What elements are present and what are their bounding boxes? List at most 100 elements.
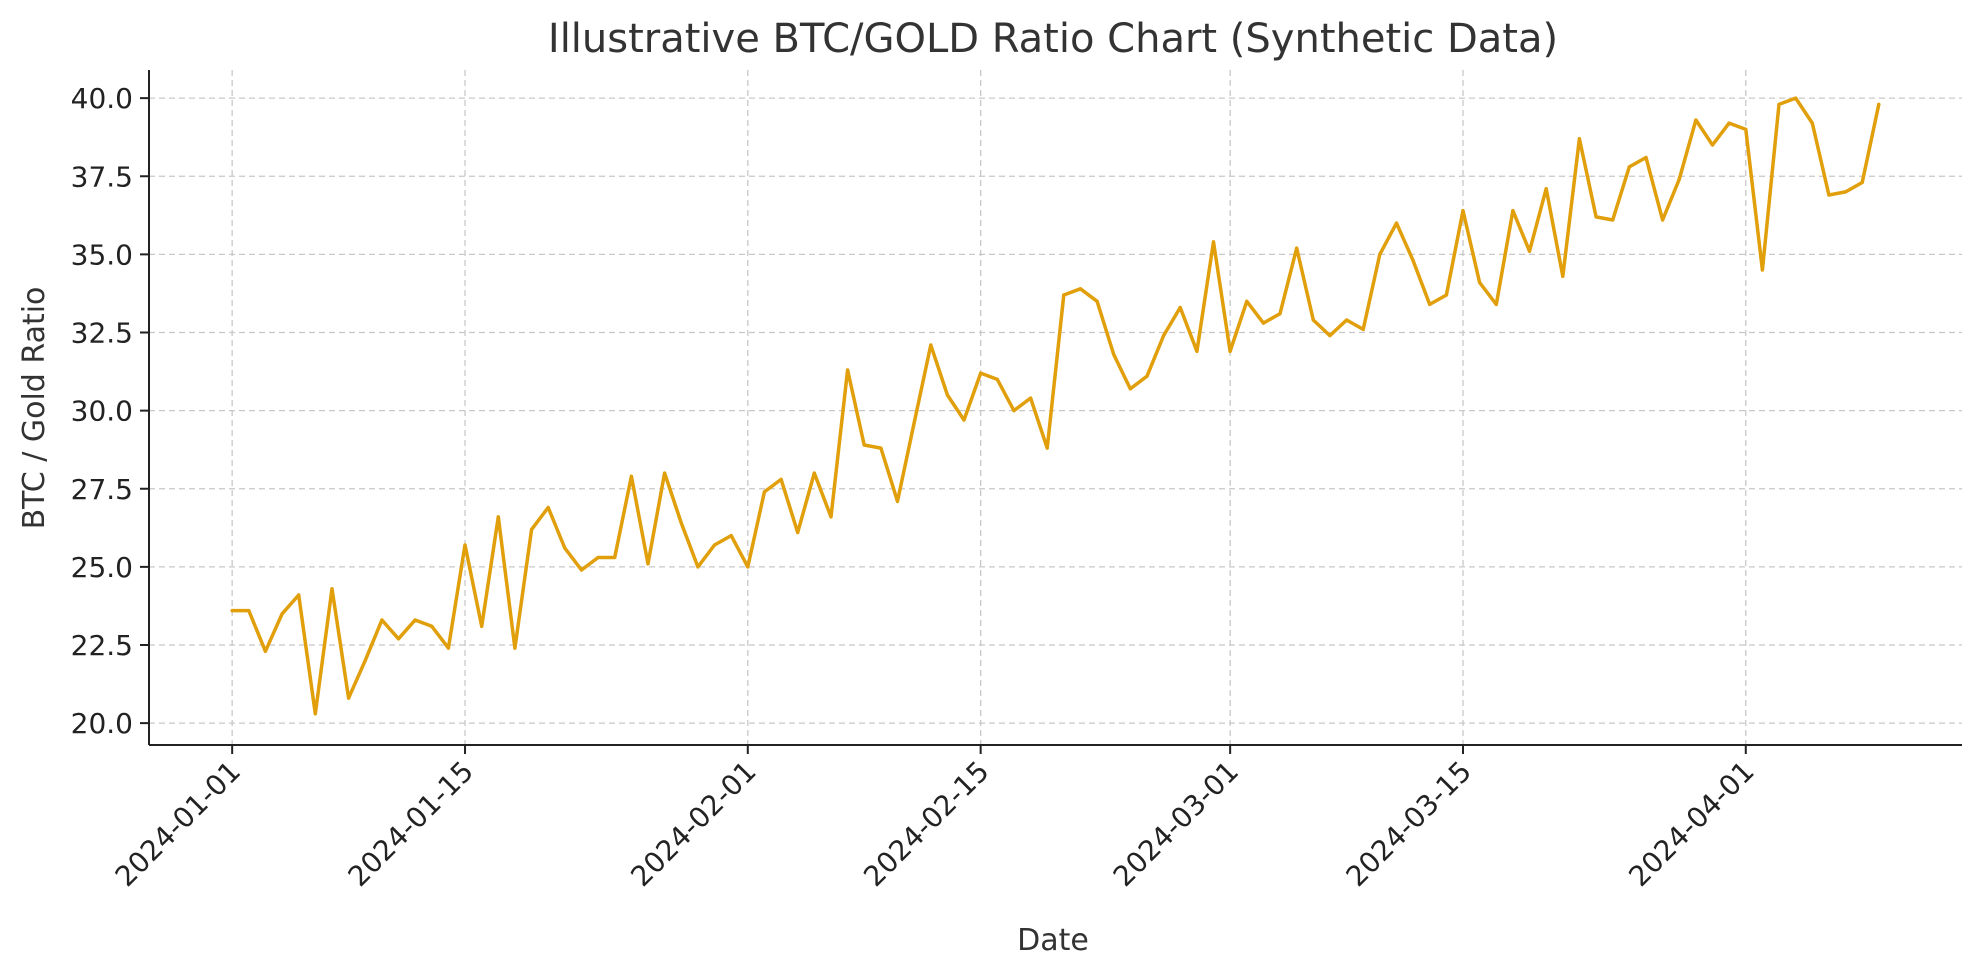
data-point — [1877, 102, 1881, 106]
x-tick-label: 2024-03-15 — [1340, 755, 1478, 893]
data-point — [1112, 352, 1116, 356]
data-point — [1710, 143, 1715, 147]
data-point — [1577, 137, 1581, 141]
data-point — [1361, 327, 1365, 331]
y-tick-label: 35.0 — [71, 238, 133, 271]
data-point — [463, 543, 467, 547]
data-point — [480, 624, 484, 628]
data-point — [1378, 252, 1382, 256]
data-point — [929, 343, 933, 347]
x-tick-label: 2024-01-15 — [342, 755, 480, 893]
y-tick-label: 40.0 — [71, 82, 133, 115]
data-point — [1760, 268, 1764, 272]
data-point — [297, 593, 301, 597]
data-point — [762, 490, 767, 494]
data-point — [280, 612, 284, 616]
data-point — [1211, 240, 1216, 244]
data-point — [1478, 280, 1482, 285]
data-point — [1860, 180, 1864, 185]
data-point — [579, 568, 584, 572]
data-point — [1078, 287, 1082, 291]
data-point — [862, 443, 866, 447]
data-point — [1794, 96, 1798, 100]
data-point — [263, 649, 267, 653]
data-point — [663, 471, 667, 475]
data-point — [496, 515, 500, 519]
data-point — [363, 659, 367, 663]
data-point — [812, 471, 816, 475]
data-point — [1245, 299, 1249, 303]
data-point — [1644, 155, 1648, 160]
data-point — [629, 474, 634, 478]
data-point — [1178, 305, 1182, 310]
data-point — [679, 521, 683, 525]
data-point — [1677, 177, 1681, 181]
data-point — [1661, 218, 1665, 222]
data-point — [1444, 293, 1448, 297]
data-point — [1311, 318, 1315, 322]
data-point — [1694, 118, 1698, 122]
data-point — [513, 646, 517, 650]
data-point — [646, 562, 650, 566]
data-point — [879, 446, 883, 450]
data-point — [546, 505, 550, 510]
y-tick-label: 37.5 — [71, 160, 133, 193]
data-point — [1727, 121, 1731, 125]
y-tick-label: 32.5 — [71, 317, 133, 350]
data-point — [1411, 259, 1415, 263]
data-point — [347, 696, 351, 700]
x-axis: 2024-01-01 2024-01-15 2024-02-01 2024-02-15… — [109, 745, 1761, 893]
data-point — [430, 624, 434, 628]
data-point — [1095, 299, 1099, 303]
data-point — [613, 555, 617, 560]
data-point — [1012, 409, 1016, 413]
data-point — [979, 371, 983, 375]
data-point — [330, 587, 334, 591]
data-point — [380, 618, 384, 622]
y-axis: 20.0 22.5 25.0 27.5 30.0 32.5 35.0 37.5 40.0 — [71, 82, 149, 740]
x-tick-label: 2024-04-01 — [1622, 755, 1760, 893]
x-tick-label: 2024-03-01 — [1107, 755, 1245, 893]
data-point — [1611, 218, 1615, 222]
data-point — [1511, 209, 1515, 213]
y-tick-label: 25.0 — [71, 551, 133, 584]
data-point — [846, 368, 850, 372]
data-point — [530, 527, 534, 532]
data-point — [712, 543, 717, 547]
data-point — [396, 637, 401, 641]
data-point — [1527, 249, 1532, 253]
data-point — [945, 393, 950, 397]
data-point — [1345, 318, 1349, 322]
data-point — [230, 609, 234, 613]
series-layer — [230, 96, 1881, 716]
data-point — [1145, 374, 1149, 378]
series-line — [230, 96, 1881, 716]
y-axis-label: BTC / Gold Ratio — [17, 287, 52, 530]
data-point — [1561, 274, 1565, 278]
chart-title: Illustrative BTC/GOLD Ratio Chart (Synth… — [548, 16, 1558, 62]
data-point — [1594, 215, 1598, 219]
data-point — [247, 609, 251, 613]
data-point — [779, 477, 783, 481]
data-point — [1827, 193, 1831, 197]
data-point — [446, 646, 450, 650]
y-tick-label: 20.0 — [71, 707, 133, 740]
data-point — [1544, 187, 1548, 191]
y-tick-label: 22.5 — [71, 629, 133, 662]
data-point — [1162, 334, 1166, 338]
axes-spines — [148, 70, 1962, 746]
data-point — [1278, 312, 1282, 316]
data-point — [1128, 387, 1132, 391]
data-point — [962, 418, 966, 422]
x-axis-label: Date — [1017, 923, 1089, 958]
x-tick-label: 2024-01-01 — [109, 755, 247, 893]
y-tick-label: 27.5 — [71, 473, 133, 506]
data-point — [1029, 396, 1033, 400]
data-point — [1777, 102, 1781, 106]
data-point — [1045, 446, 1049, 450]
data-point — [1394, 221, 1399, 225]
data-point — [313, 712, 317, 716]
data-point — [995, 377, 999, 381]
data-point — [563, 546, 567, 550]
